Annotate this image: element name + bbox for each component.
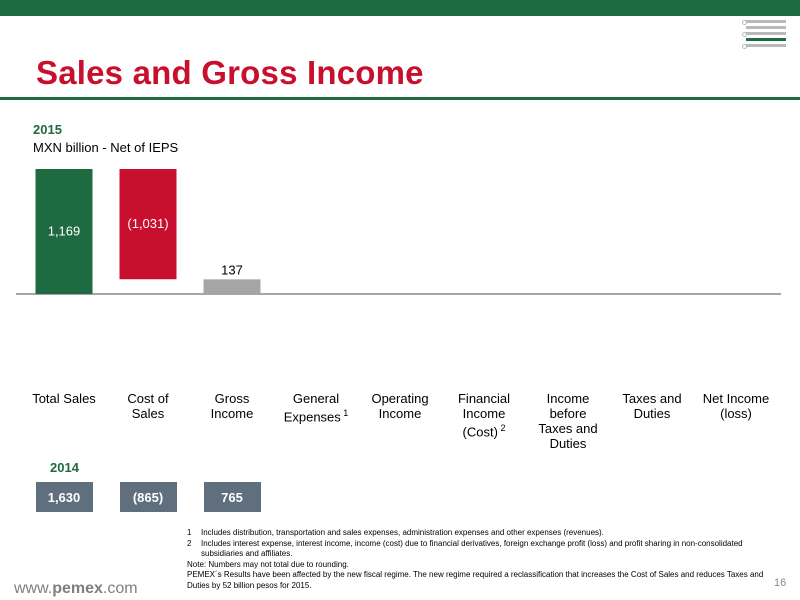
website-suffix: .com (102, 580, 138, 597)
waterfall-chart: 1,169 (1,031) 137 (16, 169, 781, 295)
comparison-value-box: (865) (119, 482, 177, 512)
category-label: Gross Income (210, 391, 254, 421)
website-brand: pemex (52, 580, 103, 597)
footnote-2-text: Includes interest expense, interest inco… (201, 538, 743, 559)
rounding-note: Note: Numbers may not total due to round… (187, 559, 349, 569)
chart-units-label: MXN billion - Net of IEPS (33, 140, 179, 155)
bar-total-sales (35, 169, 93, 294)
chart-title-year: 2015 (33, 122, 62, 137)
bar-cost-of-sales (119, 169, 177, 280)
comparison-year-label: 2014 (50, 460, 79, 475)
page-number: 16 (774, 577, 787, 589)
footnote-1: 1 Includes distribution, transportation … (187, 528, 767, 539)
fiscal-regime-note: PEMEX´s Results have been affected by th… (187, 570, 764, 590)
website-prefix: www. (14, 580, 53, 597)
footnote-ref: 1 (340, 408, 349, 418)
category-label: Income before Taxes and Duties (538, 391, 598, 451)
top-banner (0, 0, 800, 16)
comparison-value-box: 765 (203, 482, 261, 512)
category-label: Total Sales (32, 391, 96, 406)
pemex-logo-icon (742, 20, 786, 49)
footnote-ref: 2 (497, 423, 506, 433)
footnote-1-text: Includes distribution, transportation an… (201, 528, 604, 537)
footnote-1-number: 1 (187, 528, 192, 537)
bar-gross-income (203, 279, 261, 294)
category-label: General Expenses 1 (283, 391, 349, 425)
data-label: 137 (221, 262, 243, 277)
category-label: Cost of Sales (127, 391, 169, 421)
page-title: Sales and Gross Income (36, 54, 424, 91)
category-label: Net Income (loss) (702, 391, 770, 421)
comparison-value-box: 1,630 (35, 482, 93, 512)
data-label: (1,031) (127, 216, 168, 231)
data-label: 1,169 (48, 224, 81, 239)
category-label: Financial Income (Cost) 2 (457, 391, 511, 440)
footnotes: 1 Includes distribution, transportation … (187, 528, 767, 591)
category-label: Operating Income (371, 391, 429, 421)
category-label: Taxes and Duties (622, 391, 682, 421)
footnote-2-number: 2 (187, 538, 192, 548)
website-link[interactable]: www.pemex.com (14, 580, 138, 598)
title-divider (0, 97, 800, 100)
footnote-2: 2 Includes interest expense, interest in… (187, 539, 767, 560)
